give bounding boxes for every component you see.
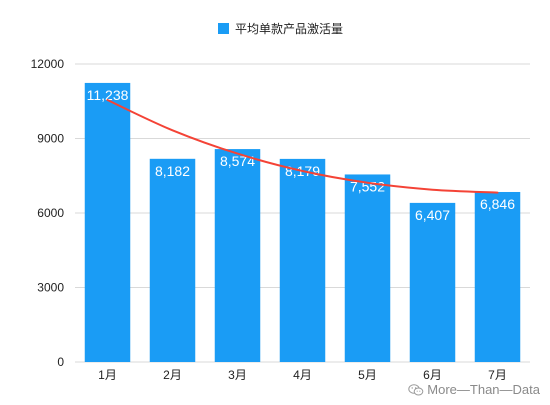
bar [344, 174, 391, 362]
legend-label: 平均单款产品激活量 [235, 21, 344, 36]
bar [409, 202, 456, 362]
bar-value-label: 8,574 [220, 153, 255, 169]
bar-value-label: 8,182 [155, 163, 190, 179]
y-tick-label: 12000 [31, 57, 65, 71]
chart-legend: 平均单款产品激活量 [218, 20, 343, 36]
x-tick-label: 1月 [98, 368, 117, 382]
watermark: More—Than—Data [408, 382, 540, 397]
bar [279, 158, 326, 362]
trendline [106, 99, 499, 194]
x-tick-label: 7月 [488, 368, 507, 382]
y-tick-label: 6000 [37, 206, 64, 220]
legend-swatch [218, 22, 229, 34]
bar-value-label: 11,238 [87, 87, 129, 103]
x-tick-label: 3月 [228, 368, 247, 382]
y-tick-label: 3000 [37, 281, 64, 295]
x-tick-label: 6月 [423, 368, 442, 382]
bar-value-label: 7,552 [350, 178, 385, 194]
x-tick-label: 2月 [163, 368, 182, 382]
bar [474, 191, 521, 362]
wechat-icon [408, 383, 424, 395]
bar [149, 158, 196, 362]
y-tick-label: 9000 [37, 132, 64, 146]
watermark-text: More—Than—Data [427, 382, 540, 397]
bar-value-label: 6,407 [415, 207, 450, 223]
y-tick-label: 0 [57, 355, 64, 369]
x-tick-label: 4月 [293, 368, 312, 382]
bar [84, 82, 131, 362]
bar-value-label: 6,846 [480, 196, 515, 212]
bar [214, 149, 261, 362]
x-tick-label: 5月 [358, 368, 377, 382]
